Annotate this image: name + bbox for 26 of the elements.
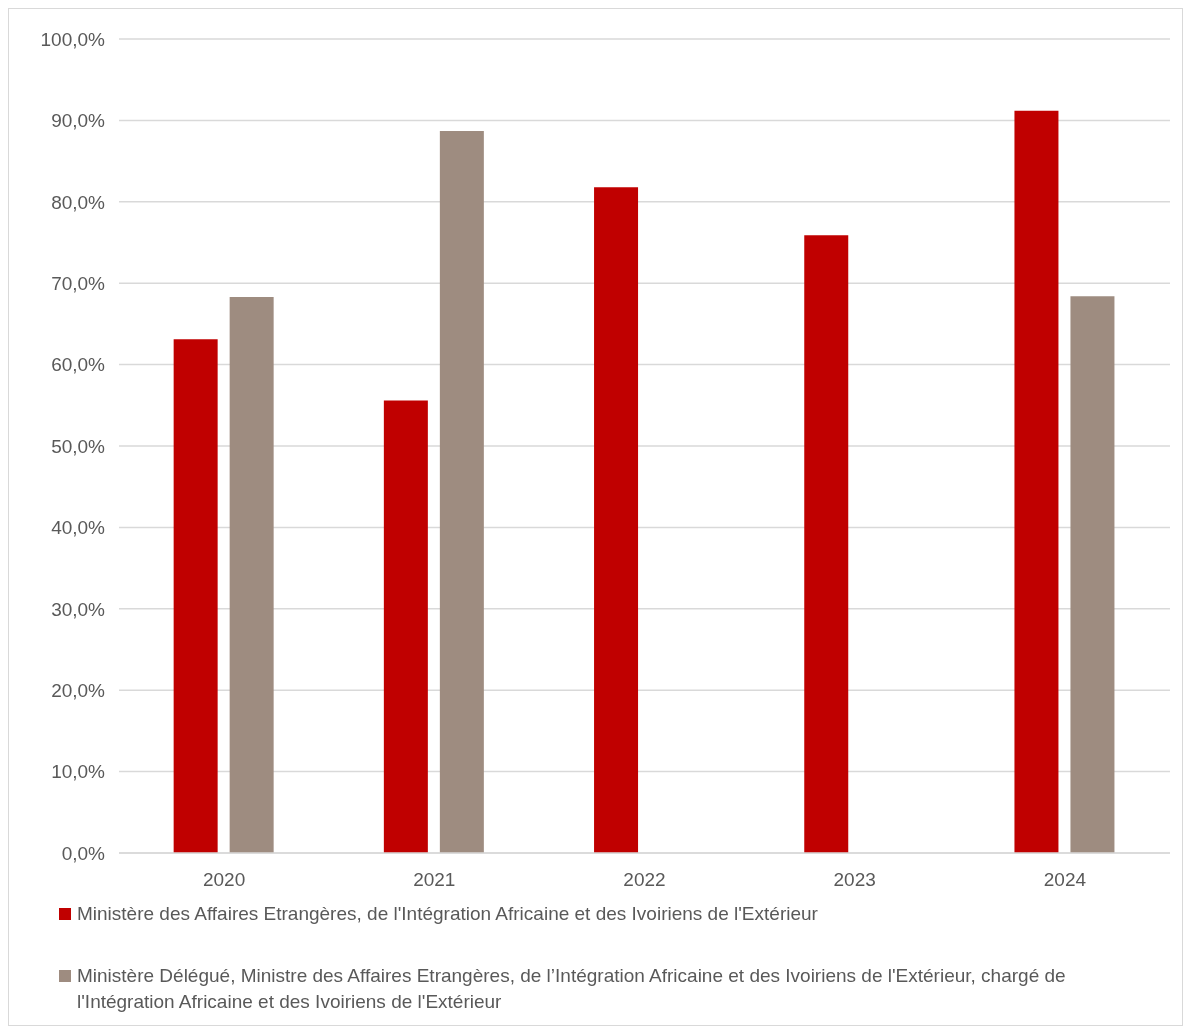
x-tick-label: 2023 bbox=[833, 869, 876, 891]
y-tick-label: 10,0% bbox=[51, 761, 106, 783]
x-tick-label: 2021 bbox=[413, 869, 456, 891]
bar bbox=[173, 339, 218, 853]
bar bbox=[439, 130, 484, 853]
bar bbox=[594, 187, 639, 853]
bar bbox=[1014, 110, 1059, 853]
x-tick-label: 2020 bbox=[202, 869, 246, 891]
y-tick-label: 60,0% bbox=[51, 354, 106, 376]
y-tick-label: 50,0% bbox=[51, 435, 106, 457]
y-tick-label: 20,0% bbox=[51, 679, 106, 701]
bar bbox=[1070, 296, 1115, 853]
y-tick-label: 0,0% bbox=[61, 842, 106, 864]
bar bbox=[229, 297, 274, 853]
y-tick-label: 80,0% bbox=[51, 191, 106, 213]
y-tick-label: 70,0% bbox=[51, 272, 106, 294]
x-tick-label: 2022 bbox=[623, 869, 666, 891]
y-tick-label: 90,0% bbox=[51, 110, 106, 132]
bar bbox=[383, 400, 428, 853]
bar bbox=[804, 235, 849, 853]
y-tick-label: 100,0% bbox=[40, 28, 106, 50]
x-tick-label: 2024 bbox=[1043, 869, 1087, 891]
y-tick-label: 30,0% bbox=[51, 598, 106, 620]
y-tick-label: 40,0% bbox=[51, 517, 106, 539]
legend-label: Ministère des Affaires Etrangères, de l'Intégration Africaine et des Ivoiriens de l'Extérieur bbox=[77, 902, 818, 926]
legend-label: Ministère Délégué, Ministre des Affaires Etrangères, de l’Intégration Africaine et des Ivoiriens de l'Extérieur, chargé de l'Intégration Africaine et des Ivoiriens de l'Extérieur bbox=[77, 964, 1067, 1014]
